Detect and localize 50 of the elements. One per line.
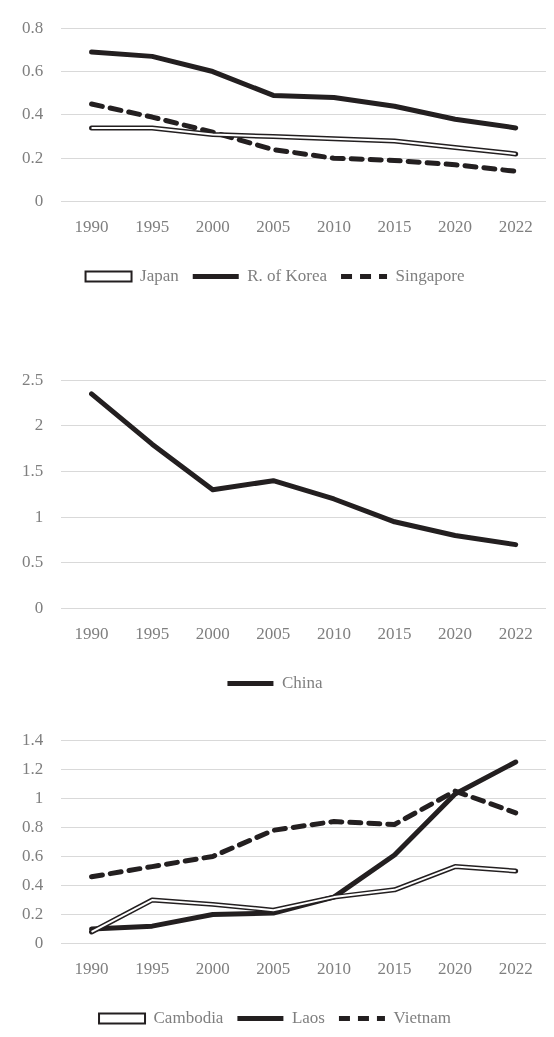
x-tick-label: 2020: [438, 624, 473, 644]
legend-label: Cambodia: [153, 1007, 224, 1027]
x-tick-label: 1990: [74, 959, 109, 979]
y-tick-label: 0.4: [22, 874, 44, 894]
x-tick-label: 2000: [195, 624, 230, 644]
x-tick-label: 1990: [74, 624, 109, 644]
y-tick-label: 0: [34, 191, 44, 211]
y-tick-label: 1.4: [22, 729, 44, 749]
x-tick-label: 2005: [256, 959, 291, 979]
y-tick-label: 0.6: [22, 61, 44, 81]
y-tick-label: 0.8: [22, 17, 44, 37]
x-tick-label: 1990: [74, 217, 109, 237]
x-tick-label: 2020: [438, 959, 473, 979]
y-tick-label: 1: [34, 787, 44, 807]
y-tick-label: 0.2: [22, 904, 44, 924]
y-tick-label: 0.8: [22, 816, 44, 836]
x-tick-label: 2015: [377, 217, 412, 237]
y-tick-label: 0: [34, 598, 44, 618]
x-tick-label: 2000: [195, 217, 230, 237]
y-tick-label: 0.2: [22, 147, 44, 167]
legend-label: Vietnam: [393, 1007, 451, 1027]
x-tick-label: 2010: [316, 217, 351, 237]
x-tick-label: 2020: [438, 217, 473, 237]
x-tick-label: 2022: [498, 959, 533, 979]
x-tick-label: 2005: [256, 217, 291, 237]
y-tick-label: 0.5: [22, 552, 44, 572]
legend-label: Singapore: [395, 265, 465, 285]
x-tick-label: 2005: [256, 624, 291, 644]
legend-label: R. of Korea: [247, 265, 328, 285]
y-tick-label: 1: [34, 506, 44, 526]
legend-label: China: [281, 672, 324, 692]
y-tick-label: 1.5: [22, 461, 44, 481]
y-tick-label: 1.2: [22, 758, 44, 778]
y-tick-label: 2.5: [22, 369, 44, 389]
x-tick-label: 1995: [135, 959, 170, 979]
x-tick-label: 2010: [316, 959, 351, 979]
x-tick-label: 2015: [377, 624, 412, 644]
y-tick-label: 0: [34, 933, 44, 953]
y-tick-label: 0.6: [22, 845, 44, 865]
y-tick-label: 0.4: [22, 104, 44, 124]
legend-label: Laos: [291, 1007, 325, 1027]
x-tick-label: 2010: [316, 624, 351, 644]
x-tick-label: 1995: [135, 624, 170, 644]
x-tick-label: 1995: [135, 217, 170, 237]
legend-label: Japan: [140, 265, 180, 285]
x-tick-label: 2022: [498, 624, 533, 644]
y-tick-label: 2: [34, 415, 44, 435]
x-tick-label: 2000: [195, 959, 230, 979]
x-tick-label: 2015: [377, 959, 412, 979]
x-tick-label: 2022: [498, 217, 533, 237]
